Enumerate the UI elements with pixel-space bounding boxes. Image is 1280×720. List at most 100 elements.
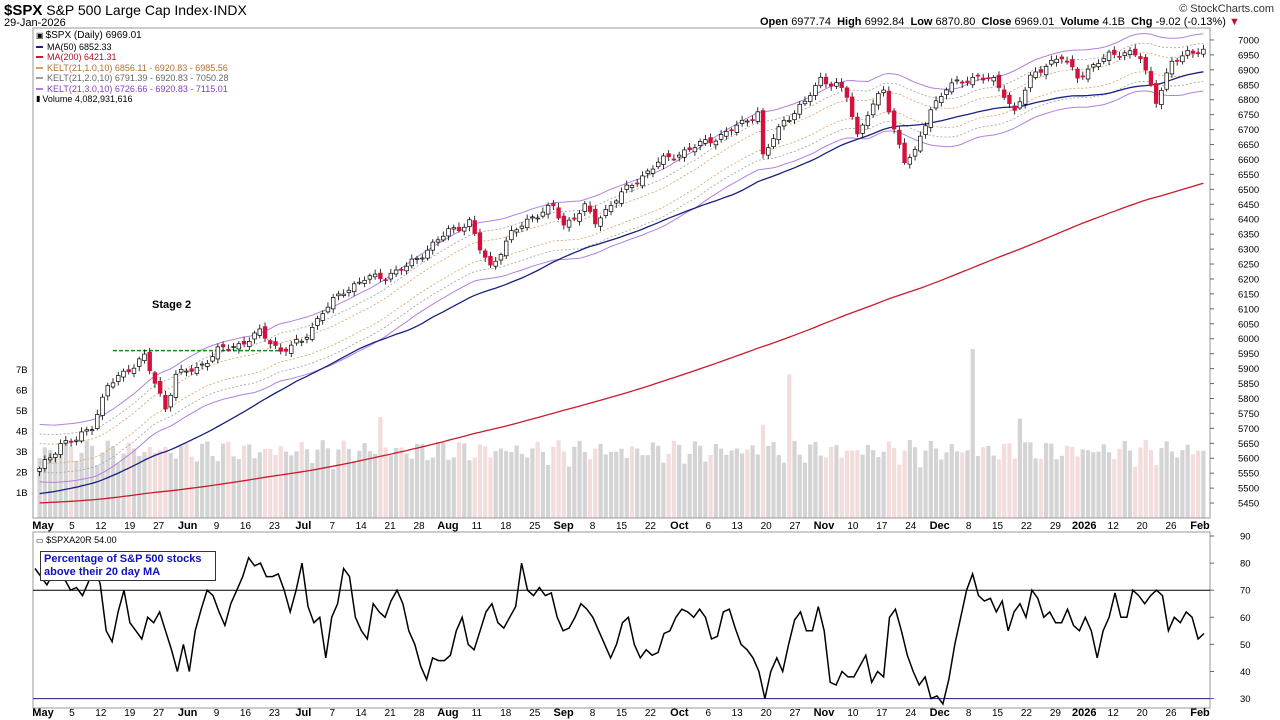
x-label-lower: 23 <box>269 708 281 719</box>
candle-body <box>891 110 897 130</box>
volume-bar <box>1201 450 1206 518</box>
candle-body <box>131 367 137 374</box>
x-label-lower: 26 <box>1166 708 1178 719</box>
candle-body <box>876 93 881 106</box>
candle-body <box>1148 71 1154 86</box>
candle-body <box>1012 105 1017 111</box>
x-label-lower: 13 <box>732 708 744 719</box>
x-label-upper: Jul <box>295 520 311 532</box>
volume-bar <box>572 446 577 518</box>
volume-bar <box>1112 459 1117 518</box>
candle-body <box>939 96 944 103</box>
candle-body <box>294 339 299 344</box>
volume-icon: ▮ <box>36 94 41 103</box>
candle-body <box>37 468 42 472</box>
volume-bar <box>1070 446 1075 518</box>
brand-watermark[interactable]: © StockCharts.com <box>1179 3 1274 15</box>
candle-body <box>351 283 357 293</box>
candle-body <box>535 217 540 220</box>
candle-body <box>923 125 928 135</box>
volume-bar <box>912 447 918 518</box>
volume-bar <box>986 445 991 518</box>
volume-bar <box>488 457 493 518</box>
x-label-lower: 7 <box>329 708 335 719</box>
volume-bar <box>446 459 451 518</box>
candle-body <box>818 76 823 87</box>
x-label-upper: 10 <box>847 521 859 532</box>
candle-body <box>341 293 346 296</box>
candle-body <box>388 272 394 280</box>
candle-body <box>965 80 970 83</box>
candle-body <box>545 205 551 215</box>
high-value: 6992.84 <box>864 16 905 28</box>
candle-body <box>315 318 320 326</box>
volume-bar <box>131 448 137 518</box>
candle-body <box>572 217 577 220</box>
volume-bar <box>1054 459 1059 518</box>
candle-body <box>1043 66 1049 76</box>
ma200-line <box>39 182 1204 504</box>
candle-body <box>666 153 671 158</box>
volume-bar <box>95 465 100 518</box>
price-tick-label: 5500 <box>1238 484 1259 495</box>
candle-body <box>598 217 603 227</box>
candle-body <box>724 131 729 137</box>
volume-bar <box>692 441 697 518</box>
candle-body <box>729 129 734 132</box>
volume-bar <box>310 462 315 518</box>
candle-body <box>446 228 451 237</box>
kelt1-lower <box>39 71 1204 464</box>
volume-bar <box>1044 443 1049 518</box>
x-label-upper: 8 <box>966 521 972 532</box>
candle-body <box>173 373 179 398</box>
candle-body <box>713 140 719 146</box>
volume-bar <box>535 441 540 518</box>
x-label-lower: 20 <box>1137 708 1149 719</box>
chart-date: 29-Jan-2026 <box>4 17 66 29</box>
candle-body <box>1007 94 1012 104</box>
volume-bar <box>1159 448 1164 518</box>
x-label-lower: Feb <box>1190 707 1210 719</box>
grid <box>32 27 1211 709</box>
volume-bar <box>341 440 346 518</box>
x-label-lower: 22 <box>1021 708 1033 719</box>
candle-body <box>1017 101 1023 109</box>
volume-bar <box>231 456 236 518</box>
volume-bar <box>933 448 939 518</box>
candle-body <box>587 205 593 212</box>
volume-bar <box>525 457 530 518</box>
candle-body <box>907 157 913 165</box>
price-tick-label: 5750 <box>1238 409 1259 420</box>
candle-body <box>299 340 304 343</box>
volume-bar <box>441 442 446 518</box>
x-label-lower: May <box>32 707 54 719</box>
candle-body <box>650 168 656 174</box>
candle-body <box>991 77 996 82</box>
candle-body <box>1038 69 1044 73</box>
breadth-tick-label: 50 <box>1240 640 1251 651</box>
candle-body <box>514 229 519 233</box>
candle-body <box>561 215 567 226</box>
x-label-upper: 23 <box>269 521 281 532</box>
candle-body <box>116 375 121 382</box>
candle-body <box>236 343 242 350</box>
candle-body <box>425 249 430 259</box>
x-label-lower: 24 <box>905 708 917 719</box>
candle-body <box>1022 89 1028 105</box>
volume-bar <box>624 457 629 518</box>
candle-body <box>1080 75 1085 78</box>
candle-body <box>687 147 692 151</box>
volume-bar <box>63 443 68 518</box>
volume-bar <box>603 454 608 518</box>
candle-body <box>498 254 504 261</box>
price-tick-label: 5800 <box>1238 394 1259 405</box>
x-label-lower: 14 <box>356 708 368 719</box>
x-label-upper: 11 <box>472 521 483 532</box>
candle-body <box>68 440 74 443</box>
volume-bar <box>37 458 42 518</box>
volume-bar <box>173 458 179 518</box>
candle-body <box>503 240 509 257</box>
exchange: INDX <box>213 2 247 18</box>
candle-body <box>383 279 388 282</box>
